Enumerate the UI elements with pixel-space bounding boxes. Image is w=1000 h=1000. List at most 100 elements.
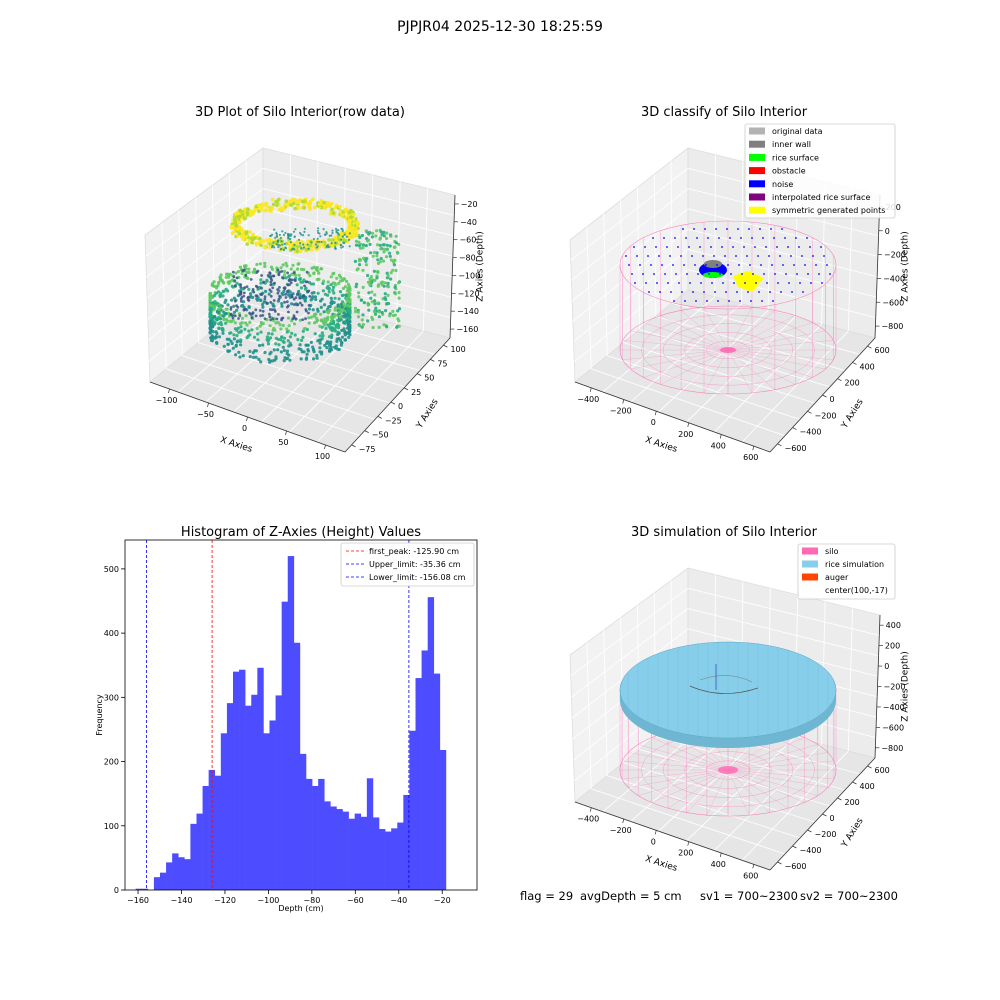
hist-bar	[336, 809, 343, 890]
raw-point	[238, 214, 242, 219]
raw-point	[275, 200, 280, 204]
raw-point	[233, 321, 237, 325]
raw-point	[231, 318, 235, 322]
hist-plot-frame	[124, 539, 478, 891]
classify-y-tick-label: −200	[815, 411, 837, 420]
raw-point	[372, 309, 376, 314]
raw-point	[282, 233, 285, 237]
raw-point	[353, 306, 357, 310]
raw-point	[282, 336, 287, 340]
raw-point	[274, 336, 278, 340]
raw-point	[256, 287, 260, 291]
raw-point	[269, 294, 273, 298]
raw-point	[275, 232, 278, 236]
raw-point	[302, 206, 307, 210]
raw-point	[252, 355, 256, 359]
raw-point	[297, 347, 301, 351]
noise-point	[748, 228, 750, 230]
raw-point	[303, 299, 307, 303]
raw-point	[244, 314, 248, 318]
raw-point	[327, 245, 330, 249]
raw-point	[258, 236, 262, 241]
raw-point	[310, 241, 313, 244]
raw-point	[326, 244, 329, 247]
raw-point	[317, 231, 320, 234]
hist-bar	[293, 642, 301, 890]
hist-y-axis-label: Frequency	[95, 694, 104, 736]
sim-cone-outline	[699, 675, 753, 683]
noise-point	[670, 291, 672, 293]
classify-legend-swatch	[749, 153, 765, 161]
hist-bar	[324, 801, 331, 890]
hist-bar	[397, 822, 404, 890]
raw-point	[233, 314, 237, 318]
noise-point	[741, 273, 743, 275]
sim-x-tick-label: −200	[610, 826, 632, 835]
raw-point	[289, 203, 293, 207]
raw-point	[395, 250, 399, 254]
classify-x-tick-label: 0	[651, 418, 656, 427]
raw-point	[292, 322, 297, 326]
raw-point	[246, 207, 250, 211]
raw-point	[251, 232, 255, 237]
raw-point	[352, 216, 356, 221]
raw-point	[309, 248, 314, 252]
raw-point	[231, 316, 235, 320]
raw-point	[337, 297, 341, 301]
raw-point	[240, 271, 244, 275]
raw-point	[370, 290, 374, 294]
raw-point	[298, 249, 303, 254]
raw-point	[213, 293, 217, 297]
raw-point	[229, 306, 233, 309]
raw-point	[277, 273, 281, 277]
noise-point	[680, 255, 682, 257]
hist-bar	[245, 705, 252, 890]
hist-bar	[342, 811, 349, 890]
raw-point	[342, 238, 347, 242]
sim-legend-swatch	[802, 573, 818, 581]
raw-point	[252, 267, 257, 271]
raw-point	[321, 334, 325, 338]
raw-point	[322, 303, 327, 307]
raw-point	[373, 293, 377, 297]
raw-point-cloud	[208, 197, 402, 364]
raw-point	[240, 316, 245, 320]
raw-point	[316, 237, 319, 240]
raw-point	[309, 340, 313, 344]
raw-point	[375, 229, 379, 233]
classify-legend-swatch	[749, 193, 765, 201]
noise-point	[724, 255, 726, 257]
raw-point	[339, 343, 343, 347]
noise-point	[706, 300, 708, 302]
hist-bar	[184, 859, 191, 890]
hist-bar	[318, 778, 325, 890]
raw-point	[327, 335, 332, 339]
noise-point	[795, 237, 797, 239]
sim-legend-swatch	[802, 560, 818, 568]
raw-point	[341, 213, 345, 217]
raw-point	[290, 295, 294, 299]
raw-point	[296, 292, 300, 296]
raw-point	[284, 292, 288, 296]
noise-point	[733, 282, 735, 284]
raw-point	[239, 292, 243, 296]
hist-legend-label: Lower_limit: -156.08 cm	[369, 573, 466, 582]
raw-point	[293, 333, 297, 337]
hist-bar	[202, 785, 209, 890]
raw-point	[384, 297, 388, 302]
raw-point	[290, 278, 294, 282]
raw-point	[397, 324, 401, 328]
raw-point	[333, 235, 338, 240]
raw-point	[251, 212, 255, 216]
raw-point	[242, 291, 246, 295]
raw-point	[233, 217, 237, 221]
raw-point	[226, 303, 230, 307]
raw-point	[280, 270, 284, 273]
noise-point	[765, 246, 767, 248]
raw-point	[290, 331, 294, 335]
raw-point	[351, 212, 356, 217]
noise-point	[717, 300, 719, 302]
raw-point	[343, 285, 347, 289]
raw-point	[290, 272, 294, 276]
raw-point	[260, 293, 264, 296]
